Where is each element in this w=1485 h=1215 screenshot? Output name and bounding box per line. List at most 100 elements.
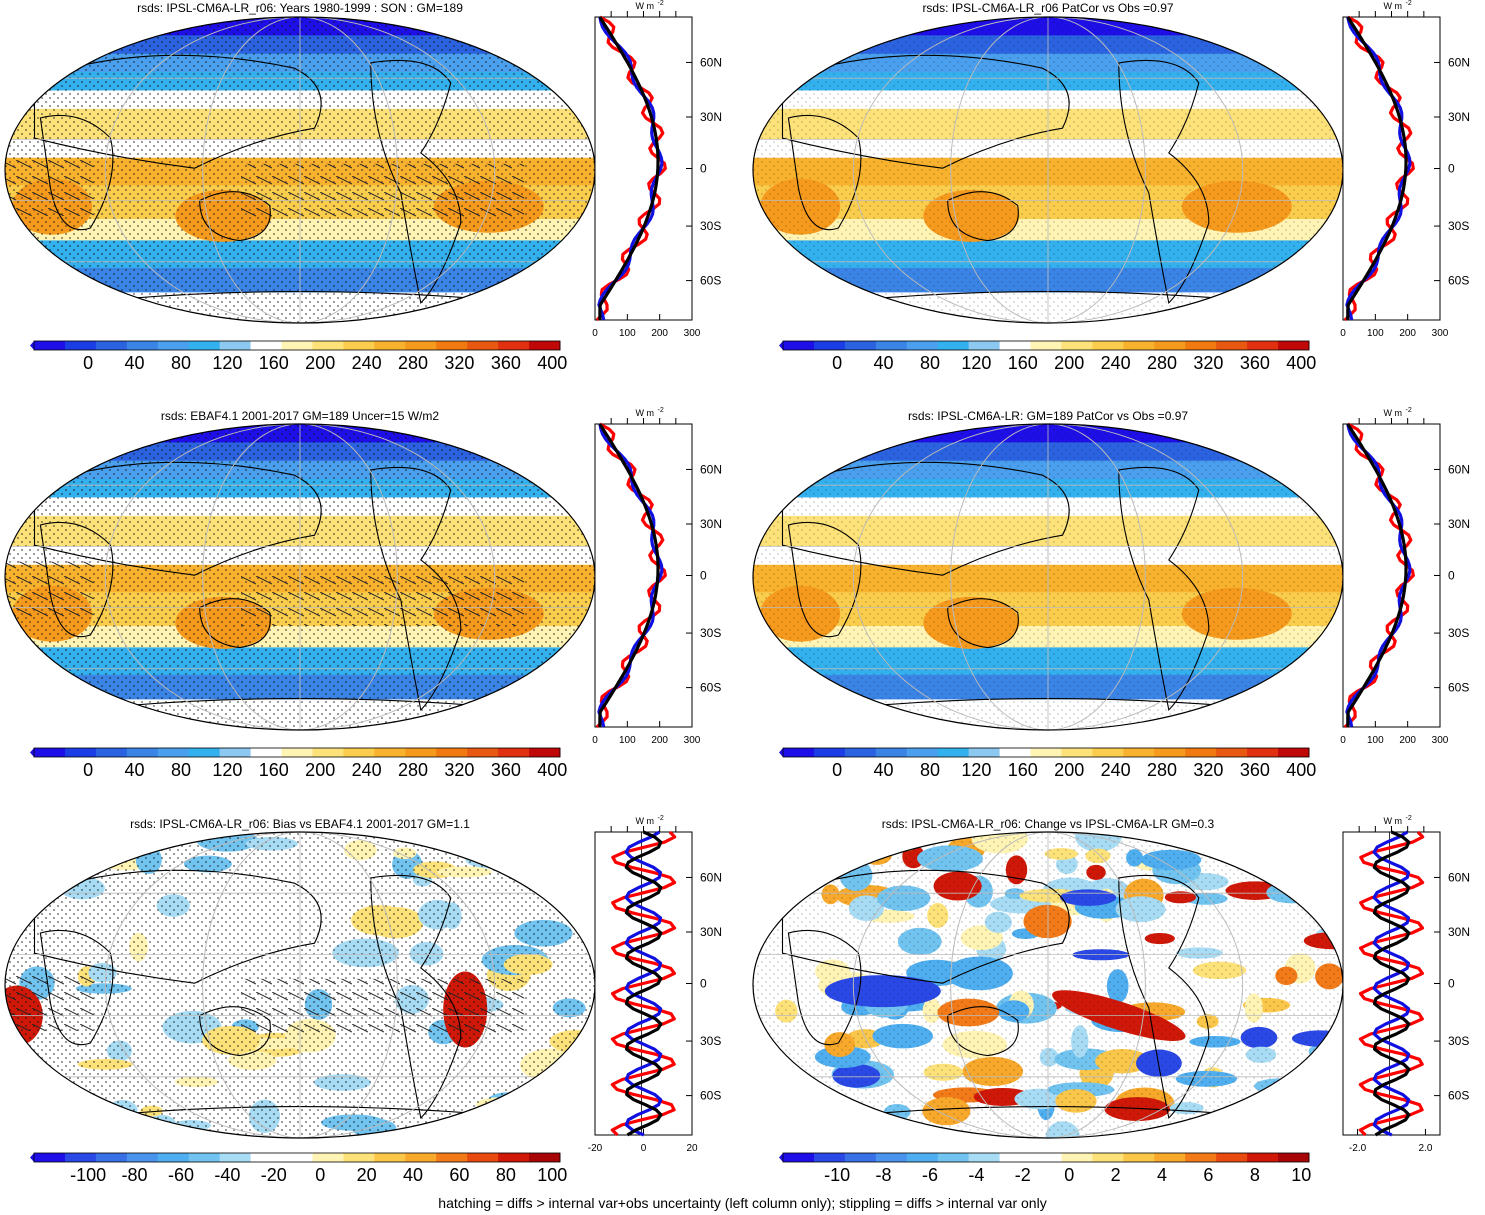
colorbar-swatch — [999, 1153, 1032, 1162]
profile-x-label: 100 — [1367, 735, 1384, 746]
zonal-profile-middle-left: 60N 30N 0 30S 60S 0 100 200 300 W m -2 — [592, 407, 722, 746]
colorbar-tick-label: -6 — [921, 1165, 938, 1185]
anomaly-patch — [5, 842, 41, 858]
graticule-meridian — [852, 424, 1244, 730]
colorbar-swatch — [374, 748, 406, 757]
profile-line-red — [1343, 15, 1415, 322]
map-field — [5, 17, 595, 323]
profile-units-exponent: -2 — [658, 815, 664, 822]
colorbar-swatch — [529, 1153, 561, 1162]
anomaly-patch — [514, 845, 562, 880]
graticule-meridian — [852, 832, 1244, 1138]
profile-units-exponent: -2 — [658, 407, 664, 414]
colorbar-tick-label: -40 — [214, 1165, 241, 1185]
colorbar-swatch — [498, 341, 530, 350]
colorbar-swatch — [1247, 1153, 1279, 1162]
colorbar-swatch — [436, 1153, 468, 1162]
colorbar-swatch — [1123, 748, 1155, 757]
colorbar-swatch — [783, 341, 815, 350]
colorbar-swatch — [529, 748, 561, 757]
profile-lat-label: 30N — [700, 925, 722, 939]
colorbar-tick-label: 0 — [315, 1165, 326, 1185]
graticule-meridian — [202, 17, 398, 323]
coastline — [199, 598, 271, 649]
profile-lat-label: 60S — [1448, 274, 1469, 288]
colorbar-swatch — [783, 748, 815, 757]
colorbar-tick-label: -2 — [1014, 1165, 1031, 1185]
profile-lat-label: 0 — [700, 569, 707, 583]
profile-line-black — [1346, 16, 1408, 320]
profile-x-label: 0 — [1340, 735, 1346, 746]
colorbar-tick-label: 40 — [873, 353, 894, 373]
colorbar-swatch — [312, 748, 344, 757]
map-field — [5, 424, 595, 730]
anomaly-patch — [1306, 894, 1325, 915]
colorbar-swatch — [1123, 1153, 1155, 1162]
colorbar-swatch — [1061, 748, 1093, 757]
coastline — [39, 929, 114, 1046]
profile-lat-label: 0 — [700, 977, 707, 991]
profile-x-label: 300 — [1432, 735, 1449, 746]
coastline — [781, 869, 1070, 984]
profile-lat-label: 0 — [700, 162, 707, 176]
profile-units: W m — [1384, 816, 1403, 826]
colorbar-tick-label: 360 — [490, 353, 521, 373]
colorbar-swatch — [250, 341, 283, 350]
colorbar-swatch — [844, 341, 877, 350]
zonal-profile-top-right: 60N 30N 0 30S 60S 0 100 200 300 W m -2 — [1340, 0, 1470, 339]
hatching — [241, 570, 525, 626]
zonal-profile-bottom-right: 60N 30N 0 30S 60S -2.0 2.0 W m -2 — [1342, 815, 1470, 1154]
colorbar-swatch — [95, 748, 128, 757]
colorbar-swatch — [937, 748, 970, 757]
zonal-profile-top-left: 60N 30N 0 30S 60S 0 100 200 300 W m -2 — [592, 0, 722, 339]
anomaly-patch — [1302, 1082, 1331, 1114]
graticule-meridian — [202, 424, 398, 730]
colorbar-swatch — [95, 341, 128, 350]
panel-title: rsds: IPSL-CM6A-LR_r06: Change vs IPSL-C… — [881, 817, 1215, 831]
profile-x-label: -2.0 — [1349, 1143, 1367, 1154]
colorbar-tick-label: 200 — [1054, 353, 1085, 373]
anomaly-patch — [803, 838, 860, 860]
profile-line-black — [624, 830, 663, 1137]
colorbar-swatch — [1154, 748, 1186, 757]
profile-units-exponent: -2 — [658, 0, 664, 7]
colorbar-swatch — [219, 748, 252, 757]
coastline — [33, 54, 322, 169]
colorbar-swatch — [343, 1153, 375, 1162]
panel-title: rsds: EBAF4.1 2001-2017 GM=189 Uncer=15 … — [160, 409, 440, 423]
profile-frame — [1342, 423, 1441, 728]
colorbar-tick-label: 160 — [258, 353, 289, 373]
profile-x-label: 2.0 — [1418, 1143, 1432, 1154]
anomaly-patch — [1237, 1101, 1272, 1117]
profile-lat-label: 60N — [1448, 55, 1470, 69]
coastline — [841, 1106, 1262, 1118]
map-panel-middle-left — [4, 423, 596, 731]
profile-lat-label: 30N — [1448, 925, 1470, 939]
coastline — [787, 929, 862, 1046]
profile-x-label: 200 — [651, 328, 668, 339]
colorbar-tick-label: 120 — [212, 760, 243, 780]
graticule-meridian — [202, 832, 398, 1138]
colorbar-swatch — [498, 748, 530, 757]
profile-lat-label: 30N — [700, 517, 722, 531]
profile-lat-label: 30S — [700, 626, 721, 640]
colorbar-swatch — [999, 341, 1032, 350]
colorbar-tick-label: 400 — [537, 353, 568, 373]
colorbar-swatch — [34, 1153, 66, 1162]
profile-lat-label: 60S — [1448, 681, 1469, 695]
coastline — [947, 598, 1019, 649]
colorbar-swatch — [844, 1153, 877, 1162]
colorbar-tick-label: 200 — [1054, 760, 1085, 780]
colorbar-tick-label: 320 — [444, 353, 475, 373]
profile-units-exponent: -2 — [1406, 407, 1412, 414]
colorbar-tick-label: 120 — [212, 353, 243, 373]
profile-lat-label: 60N — [1448, 870, 1470, 884]
profile-frame — [1342, 16, 1441, 321]
colorbar-tick-label: 100 — [537, 1165, 568, 1185]
colorbar-bottom-right — [779, 1152, 1310, 1163]
colorbar-swatch — [374, 341, 406, 350]
map-panel-top-right — [752, 16, 1344, 324]
profile-frame — [594, 423, 693, 728]
profile-lat-label: 0 — [1448, 569, 1455, 583]
colorbar-swatch — [95, 1153, 128, 1162]
